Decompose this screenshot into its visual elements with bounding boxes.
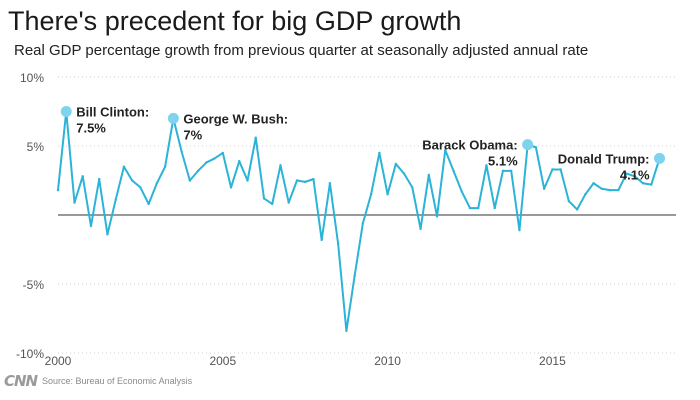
x-tick-label: 2015: [539, 354, 566, 368]
data-point: [328, 182, 332, 185]
data-point: [468, 206, 472, 210]
data-point: [411, 186, 414, 189]
data-point: [238, 159, 241, 163]
data-point: [98, 177, 101, 181]
data-point: [213, 157, 216, 160]
source-note: Source: Bureau of Economic Analysis: [42, 376, 193, 386]
data-point: [600, 187, 604, 190]
bill-clinton-label: Bill Clinton:: [76, 105, 149, 120]
chart-subtitle: Real GDP percentage growth from previous…: [14, 42, 589, 59]
data-point: [180, 150, 183, 153]
barack-obama-marker: [522, 139, 534, 151]
data-point: [559, 168, 562, 171]
y-tick-label: -5%: [23, 278, 45, 292]
gdp-series-line: [57, 110, 661, 332]
donald-trump-label: Donald Trump:: [558, 151, 650, 166]
data-point: [534, 146, 538, 149]
data-point: [485, 164, 488, 167]
data-point: [394, 162, 398, 166]
data-point: [501, 169, 505, 173]
data-point: [56, 188, 60, 192]
data-point: [336, 242, 340, 246]
data-point: [378, 151, 381, 155]
data-point: [493, 206, 496, 210]
x-tick-label: 2000: [45, 354, 72, 368]
cnn-logo: CNN: [4, 372, 38, 390]
george-w-bush-marker: [167, 112, 179, 124]
chart-title: There's precedent for big GDP growth: [8, 6, 462, 36]
data-point: [369, 193, 373, 196]
data-point: [592, 182, 595, 185]
data-point: [625, 172, 628, 175]
data-point: [81, 175, 84, 178]
data-point: [435, 215, 439, 218]
data-point: [163, 165, 167, 168]
barack-obama-value: 5.1%: [488, 154, 518, 169]
data-point: [295, 179, 299, 182]
data-point: [641, 182, 645, 185]
donald-trump-value: 4.1%: [620, 167, 650, 182]
data-point: [584, 193, 587, 196]
george-w-bush-label: George W. Bush:: [183, 111, 288, 126]
data-point: [254, 136, 257, 139]
data-point: [542, 187, 546, 190]
data-point: [608, 188, 612, 192]
data-point: [122, 165, 126, 168]
data-point: [633, 175, 636, 178]
data-point: [617, 188, 620, 192]
data-point: [188, 179, 192, 182]
x-tick-label: 2010: [374, 354, 401, 368]
y-tick-label: -10%: [16, 347, 44, 361]
donald-trump-marker: [654, 152, 666, 164]
data-point: [205, 161, 208, 164]
data-point: [89, 224, 93, 228]
bill-clinton-marker: [60, 106, 72, 117]
data-point: [304, 180, 307, 184]
y-tick-label: 5%: [27, 140, 45, 154]
data-point: [427, 173, 430, 177]
data-point: [444, 148, 447, 152]
data-point: [196, 169, 200, 173]
data-point: [73, 201, 76, 204]
data-point: [575, 208, 579, 211]
data-point: [312, 177, 315, 181]
bill-clinton-value: 7.5%: [76, 121, 106, 136]
data-point: [221, 151, 224, 155]
data-point: [320, 238, 323, 242]
data-point: [419, 227, 422, 230]
data-point: [353, 274, 356, 277]
data-point: [147, 202, 150, 206]
barack-obama-label: Barack Obama:: [422, 138, 517, 153]
y-tick-label: 10%: [20, 71, 44, 85]
data-point: [271, 202, 274, 206]
data-point: [386, 193, 389, 196]
george-w-bush-value: 7%: [183, 127, 202, 142]
data-point: [650, 183, 653, 186]
x-tick-label: 2005: [209, 354, 236, 368]
data-point: [262, 197, 266, 200]
data-point: [139, 186, 142, 189]
data-point: [361, 222, 365, 225]
data-point: [279, 164, 282, 167]
data-point: [246, 179, 249, 182]
data-point: [452, 169, 455, 173]
data-point: [551, 168, 554, 171]
data-point: [402, 172, 406, 175]
data-point: [155, 182, 159, 185]
data-point: [477, 206, 480, 210]
data-point: [518, 228, 521, 232]
footer: [0, 368, 700, 400]
data-point: [510, 169, 513, 173]
data-point: [567, 200, 571, 203]
data-point: [106, 233, 109, 236]
data-point: [229, 186, 233, 189]
data-point: [287, 201, 290, 204]
data-point: [345, 329, 348, 333]
data-point: [130, 179, 134, 182]
data-point: [114, 198, 117, 202]
data-point: [460, 190, 463, 193]
